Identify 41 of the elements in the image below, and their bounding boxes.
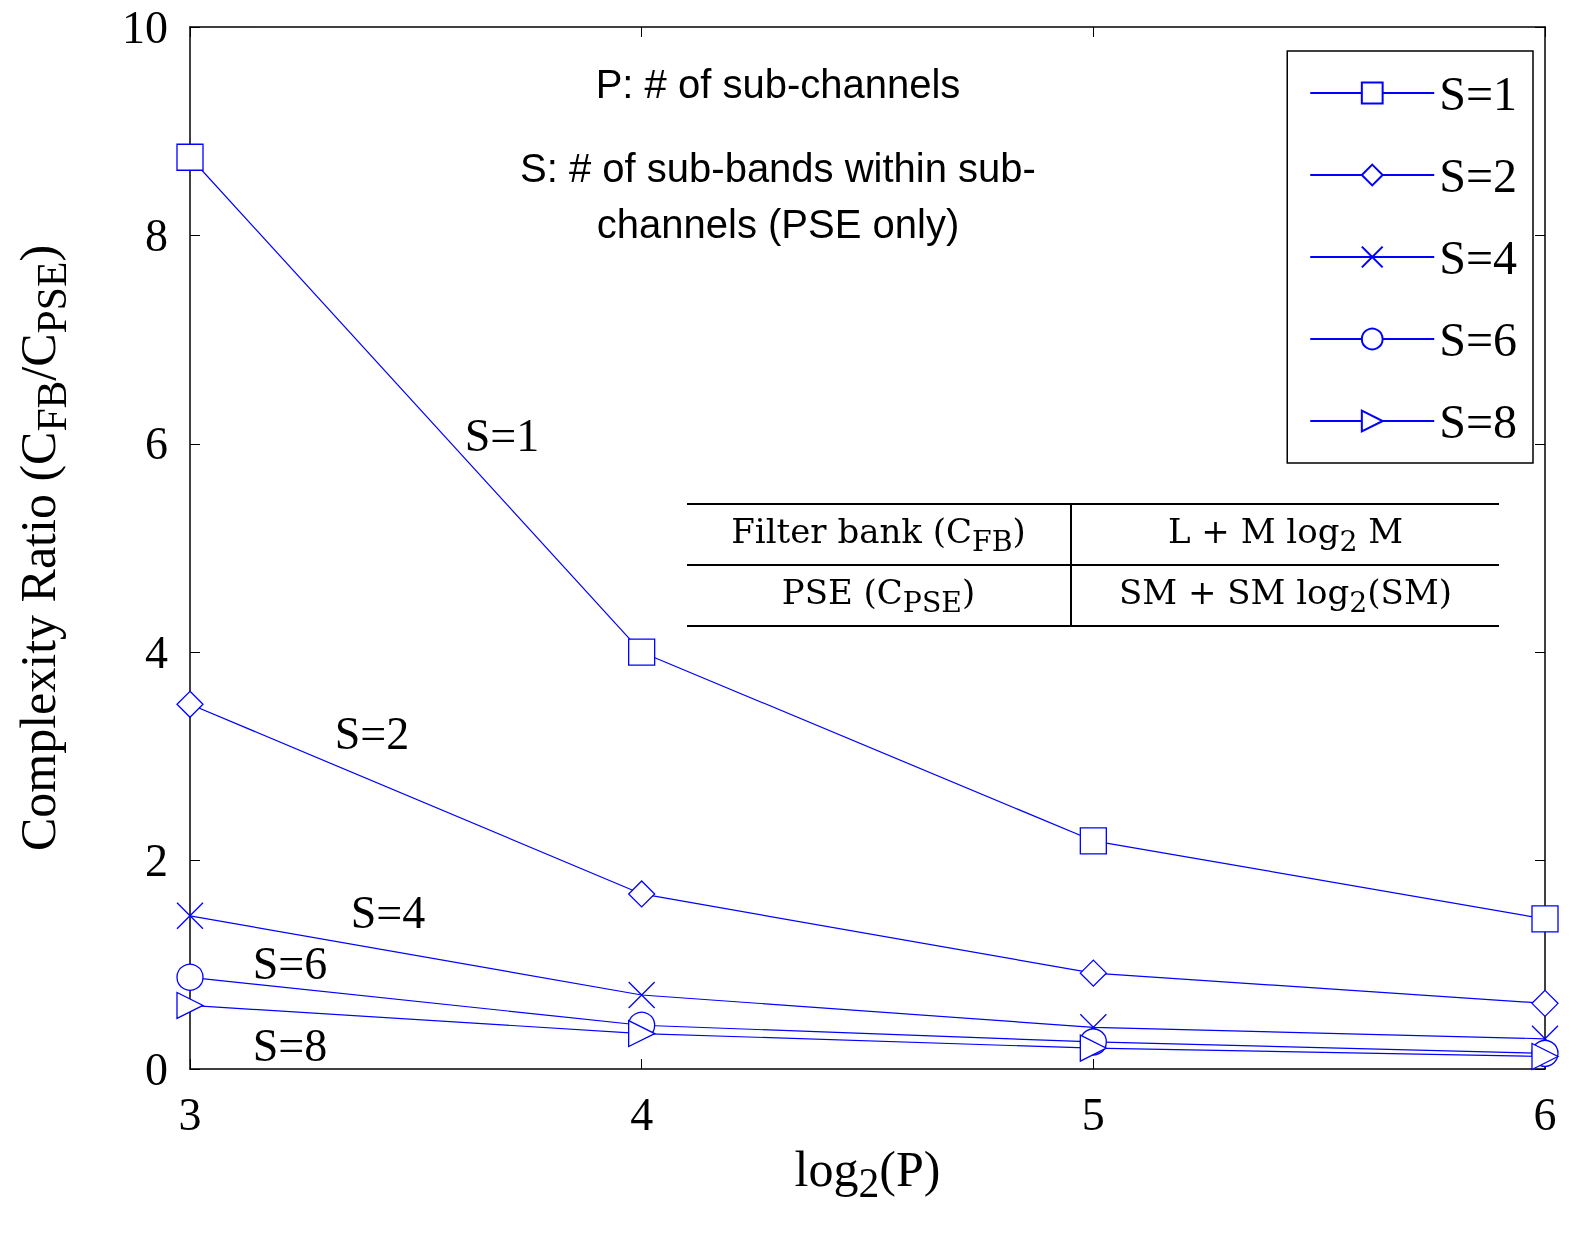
point bbox=[1531, 989, 1559, 1017]
y-tick-label: 0 bbox=[145, 1043, 168, 1095]
legend-label: S=2 bbox=[1439, 148, 1517, 202]
point bbox=[628, 638, 656, 666]
x-tick-label: 6 bbox=[1533, 1088, 1557, 1140]
legend-label: S=8 bbox=[1439, 394, 1517, 448]
legend-label: S=6 bbox=[1439, 312, 1517, 366]
annotation: PSE (C$_{PSE}$) bbox=[687, 564, 1072, 626]
point bbox=[176, 902, 204, 930]
point bbox=[176, 143, 204, 171]
annotation: S=6 bbox=[252, 936, 328, 990]
point bbox=[176, 690, 204, 718]
y-tick-label: 2 bbox=[145, 835, 168, 887]
y-tick-label: 10 bbox=[122, 1, 168, 53]
point bbox=[176, 963, 204, 991]
point bbox=[1531, 905, 1559, 933]
point bbox=[1079, 1034, 1107, 1062]
x-axis-title: log$_{2}$(P) bbox=[794, 1140, 941, 1207]
point bbox=[628, 981, 656, 1009]
annotation: P: # of sub-channels bbox=[595, 62, 961, 107]
y-tick-label: 4 bbox=[145, 626, 168, 678]
annotation: S: # of sub-bands within sub-channels (PSE only) bbox=[519, 145, 1037, 248]
annotation: S=4 bbox=[350, 885, 426, 939]
annotation: SM + SM log$_{2}$(SM) bbox=[1071, 564, 1499, 626]
legend-label: S=1 bbox=[1439, 66, 1517, 120]
annotation: Filter bank (C$_{FB}$) bbox=[687, 504, 1072, 565]
point bbox=[176, 991, 204, 1020]
x-tick-label: 5 bbox=[1081, 1088, 1105, 1140]
point bbox=[1079, 959, 1107, 987]
y-tick-label: 6 bbox=[145, 418, 168, 470]
point bbox=[628, 880, 656, 908]
x-tick-label: 4 bbox=[630, 1088, 654, 1140]
annotation: S=2 bbox=[334, 706, 410, 760]
x-tick-label: 3 bbox=[178, 1088, 202, 1140]
point bbox=[1079, 827, 1107, 855]
y-tick-label: 8 bbox=[145, 209, 168, 261]
annotation: S=8 bbox=[252, 1018, 328, 1072]
annotation: S=1 bbox=[464, 408, 540, 462]
point bbox=[628, 1019, 656, 1048]
annotation: L + M log$_{2}$ M bbox=[1071, 504, 1499, 565]
legend-label: S=4 bbox=[1439, 230, 1517, 284]
